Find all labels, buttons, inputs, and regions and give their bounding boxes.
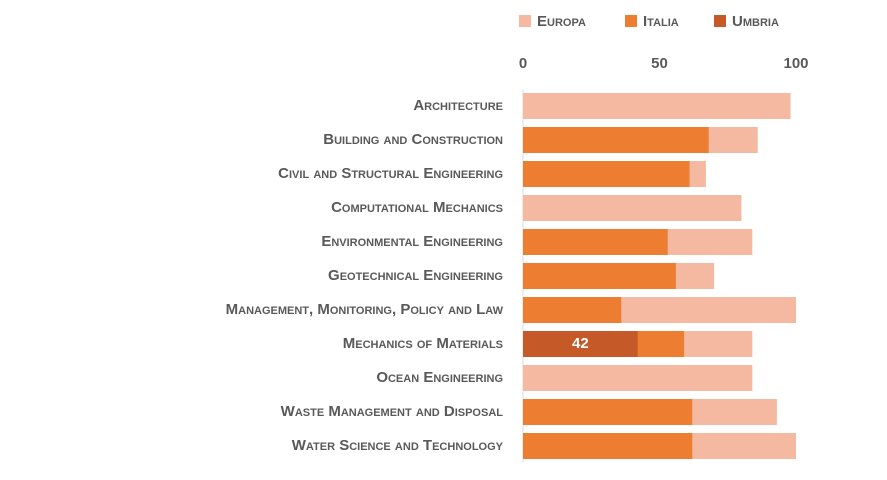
category-label: Waste Management and Disposal (281, 403, 504, 420)
bar (523, 229, 668, 255)
bar (523, 433, 693, 459)
bar (523, 365, 753, 391)
bar (523, 263, 676, 289)
legend-label: Europa (537, 13, 586, 30)
legend-swatch (714, 15, 726, 27)
bar (523, 399, 693, 425)
category-label: Mechanics of Materials (343, 335, 503, 352)
category-label: Architecture (413, 97, 503, 114)
category-label: Environmental Engineering (321, 233, 503, 250)
category-label: Geotechnical Engineering (328, 267, 503, 284)
category-label: Management, Monitoring, Policy and Law (226, 301, 504, 318)
legend-swatch (519, 15, 531, 27)
bar (523, 93, 791, 119)
data-label: 42 (572, 335, 589, 352)
bar (523, 161, 690, 187)
x-tick-label: 50 (651, 55, 668, 72)
category-label: Computational Mechanics (331, 199, 503, 216)
bar (523, 331, 638, 357)
category-label: Civil and Structural Engineering (278, 165, 503, 182)
bar (523, 297, 622, 323)
legend-swatch (625, 15, 637, 27)
bar (523, 195, 742, 221)
category-label: Water Science and Technology (292, 437, 504, 454)
category-label: Ocean Engineering (376, 369, 503, 386)
x-tick-label: 0 (519, 55, 527, 72)
category-label: Building and Construction (323, 131, 503, 148)
bar (523, 127, 709, 153)
x-tick-label: 100 (783, 55, 808, 72)
legend-label: Umbria (732, 13, 779, 30)
legend-label: Italia (643, 13, 679, 30)
